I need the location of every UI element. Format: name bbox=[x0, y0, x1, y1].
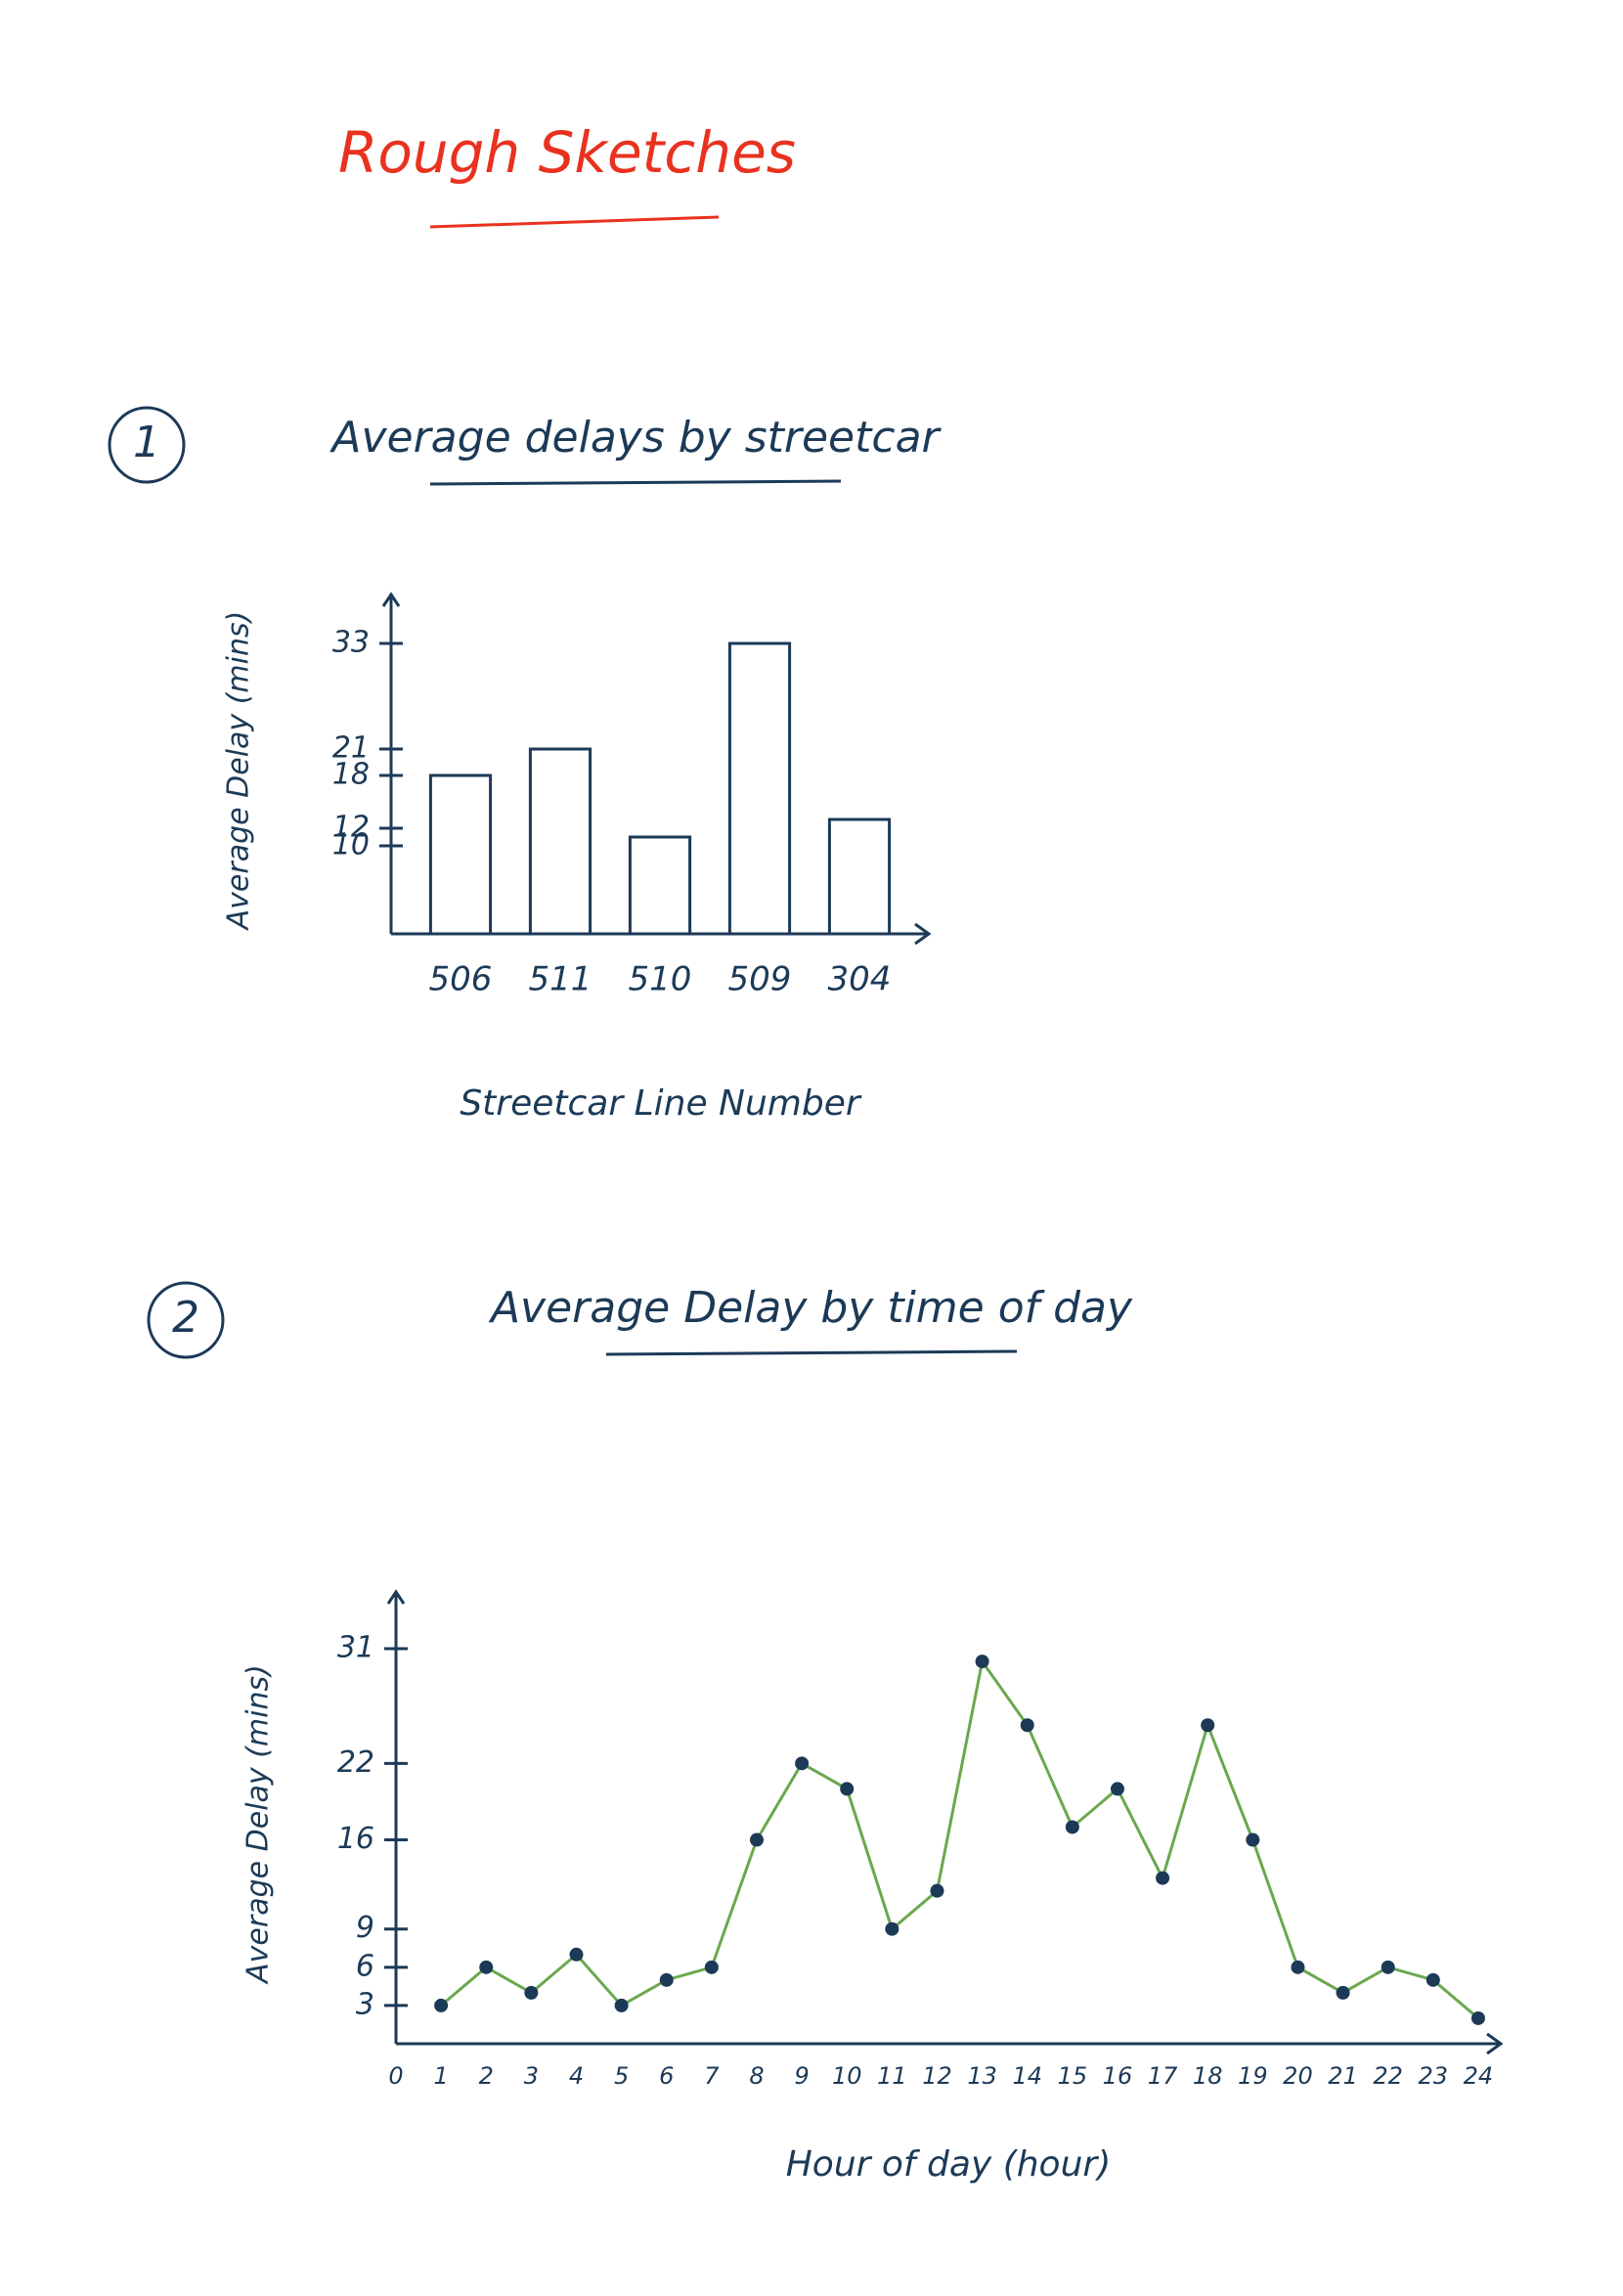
y-axis-label: Average Delay (mins) bbox=[222, 611, 256, 932]
x-tick-label: 12 bbox=[922, 2062, 952, 2090]
x-tick-label: 5 bbox=[614, 2062, 629, 2090]
y-tick-label: 22 bbox=[337, 1745, 374, 1780]
title-underline bbox=[605, 1349, 1018, 1356]
y-tick-label: 21 bbox=[332, 731, 370, 766]
point bbox=[434, 1998, 449, 2012]
page-title: Rough Sketches bbox=[338, 119, 796, 186]
point bbox=[1291, 1960, 1305, 1974]
point bbox=[1246, 1832, 1260, 1847]
point bbox=[1156, 1871, 1170, 1885]
point bbox=[1336, 1985, 1350, 2000]
x-tick-label: 19 bbox=[1238, 2062, 1268, 2090]
x-tick-label: 18 bbox=[1193, 2062, 1223, 2090]
point bbox=[885, 1921, 899, 1936]
x-tick-label: 8 bbox=[749, 2062, 764, 2090]
x-tick-label: 16 bbox=[1103, 2062, 1133, 2090]
bar bbox=[428, 773, 493, 936]
x-tick-label: 17 bbox=[1148, 2062, 1178, 2090]
chart-title: Average delays by streetcar bbox=[329, 413, 942, 463]
x-axis-label: Hour of day (hour) bbox=[786, 2144, 1112, 2185]
point bbox=[1426, 1972, 1440, 1987]
point bbox=[479, 1960, 494, 1974]
x-tick-label: 11 bbox=[877, 2062, 907, 2090]
x-tick-label: 7 bbox=[704, 2062, 720, 2090]
bar bbox=[727, 641, 792, 936]
point bbox=[1020, 1718, 1034, 1733]
point bbox=[930, 1883, 944, 1898]
x-tick-label: 304 bbox=[828, 960, 892, 999]
x-tick-label: 6 bbox=[659, 2062, 674, 2090]
x-tick-label: 506 bbox=[429, 960, 493, 999]
x-tick-label: 2 bbox=[479, 2062, 494, 2090]
bar bbox=[628, 835, 692, 936]
point bbox=[1201, 1718, 1215, 1733]
y-tick-label: 9 bbox=[356, 1911, 374, 1945]
x-tick-label: 24 bbox=[1464, 2062, 1494, 2090]
y-tick-label: 33 bbox=[332, 626, 370, 660]
bar bbox=[827, 817, 892, 936]
x-tick-label: 3 bbox=[524, 2062, 539, 2090]
x-tick-label: 509 bbox=[728, 960, 792, 999]
point bbox=[1065, 1820, 1079, 1834]
title-underline bbox=[429, 215, 720, 229]
y-tick-label: 10 bbox=[332, 828, 370, 862]
bar bbox=[528, 747, 592, 936]
y-tick-label: 31 bbox=[337, 1631, 374, 1665]
x-axis bbox=[396, 2032, 1504, 2055]
y-tick-label: 16 bbox=[337, 1822, 374, 1856]
x-tick-label: 13 bbox=[967, 2062, 997, 2090]
y-axis bbox=[386, 1589, 406, 2044]
y-tick-label: 12 bbox=[332, 811, 370, 845]
point bbox=[524, 1985, 539, 2000]
point bbox=[614, 1998, 629, 2012]
line bbox=[440, 1657, 1479, 2020]
x-axis-label: Streetcar Line Number bbox=[460, 1083, 862, 1124]
x-tick-label: 22 bbox=[1373, 2062, 1403, 2090]
x-tick-label: 9 bbox=[794, 2062, 809, 2090]
sketch-number: 2 bbox=[172, 1293, 199, 1343]
x-tick-label: 4 bbox=[569, 2062, 584, 2090]
point bbox=[795, 1756, 810, 1771]
sketch-number: 1 bbox=[133, 418, 160, 467]
y-axis bbox=[381, 592, 401, 934]
x-tick-label: 1 bbox=[433, 2062, 448, 2090]
chart-title: Average Delay by time of day bbox=[488, 1283, 1133, 1333]
y-tick-label: 18 bbox=[332, 758, 370, 792]
x-tick-label: 0 bbox=[388, 2062, 403, 2090]
point bbox=[1110, 1782, 1124, 1796]
x-tick-label: 14 bbox=[1012, 2062, 1042, 2090]
point bbox=[975, 1655, 989, 1669]
y-tick-label: 6 bbox=[356, 1949, 374, 1983]
y-axis-label: Average Delay (mins) bbox=[241, 1664, 276, 1985]
point bbox=[1470, 2010, 1485, 2025]
x-tick-label: 21 bbox=[1328, 2062, 1358, 2090]
x-tick-label: 511 bbox=[529, 960, 592, 999]
x-tick-label: 23 bbox=[1419, 2062, 1449, 2090]
title-underline bbox=[429, 479, 842, 486]
x-tick-label: 510 bbox=[629, 960, 692, 999]
point bbox=[704, 1960, 719, 1974]
y-tick-label: 3 bbox=[356, 1987, 374, 2021]
point bbox=[840, 1782, 855, 1796]
point bbox=[569, 1947, 584, 1962]
x-tick-label: 20 bbox=[1283, 2062, 1313, 2090]
x-tick-label: 15 bbox=[1058, 2062, 1088, 2090]
sketch-number-circle bbox=[108, 406, 186, 484]
sketch-number-circle bbox=[147, 1281, 225, 1359]
point bbox=[1381, 1960, 1395, 1974]
x-tick-label: 10 bbox=[832, 2062, 862, 2090]
point bbox=[659, 1972, 674, 1987]
point bbox=[749, 1832, 764, 1847]
